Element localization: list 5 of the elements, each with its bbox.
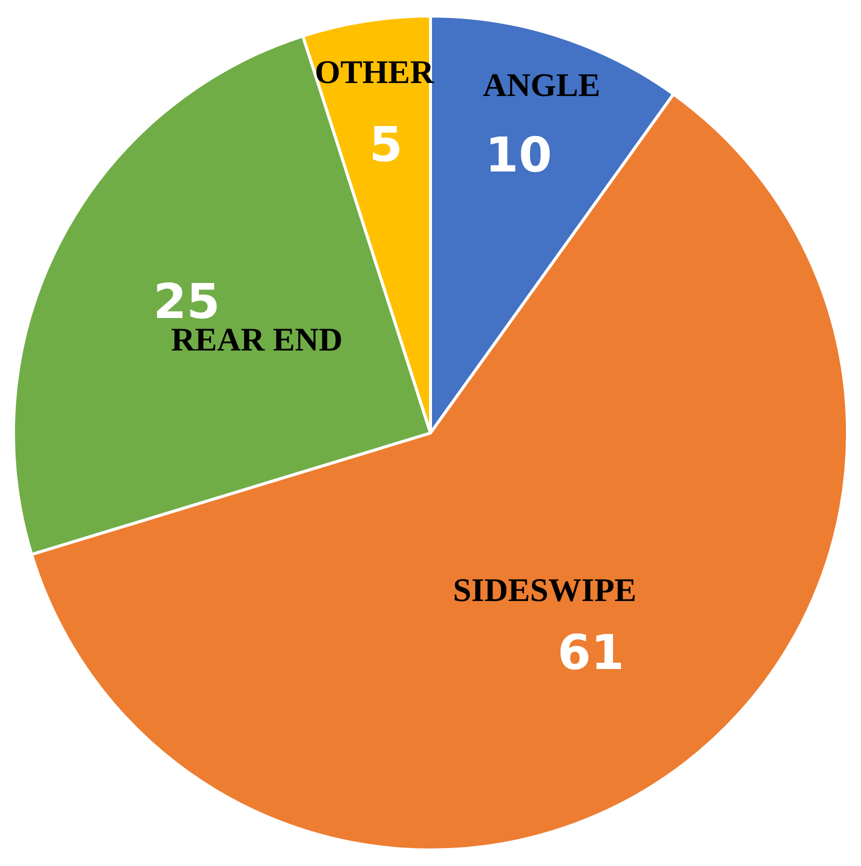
slice-label: SIDESWIPE	[453, 572, 636, 609]
data-label: 61	[557, 625, 624, 682]
data-label: 10	[485, 128, 552, 184]
slice-label: ANGLE	[482, 68, 600, 104]
data-label: 5	[369, 117, 403, 174]
